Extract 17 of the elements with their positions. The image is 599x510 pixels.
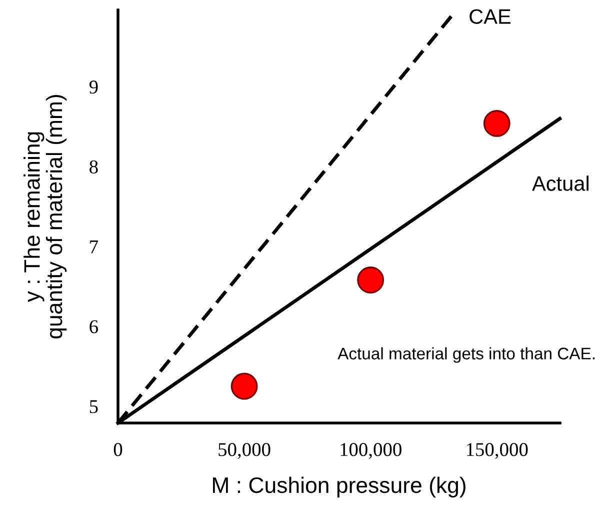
y-axis-title: y : The remaining quantity of material (mm) xyxy=(24,94,67,338)
y-tick-label: 9 xyxy=(89,80,98,94)
y-tick-label: 8 xyxy=(90,160,98,174)
point xyxy=(230,372,258,400)
series-label: Actual xyxy=(532,176,588,191)
point xyxy=(483,110,510,137)
x-tick-label: 50,000 xyxy=(218,443,270,459)
annotation: Actual material gets into than CAE. xyxy=(338,347,594,363)
x-tick-label: 0 xyxy=(114,443,122,456)
y-tick-label: 6 xyxy=(90,320,98,334)
x-tick-label: 150,000 xyxy=(466,443,528,459)
x-tick-label: 100,000 xyxy=(340,443,402,459)
series-label: CAE xyxy=(470,9,511,24)
x-axis-title: M : Cushion pressure (kg) xyxy=(213,476,466,498)
y-tick-label: 5 xyxy=(90,400,98,414)
point xyxy=(357,266,384,294)
y-tick-label: 7 xyxy=(90,240,98,254)
